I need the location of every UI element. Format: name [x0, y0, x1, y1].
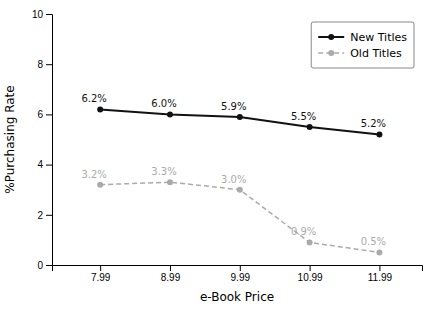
x-axis-line: [53, 266, 423, 272]
x-tick: 8.99: [161, 265, 181, 283]
y-axis: 0 2 4 6 8 10: [32, 9, 53, 271]
x-axis-title: e-Book Price: [200, 290, 274, 304]
y-tick-mark: [46, 114, 52, 115]
legend-label: Old Titles: [350, 47, 402, 60]
plot: 7.99 8.99 9.99 10.99 11.99 0 2 4 6 8 10 6.2% 6.0% 5.9…: [32, 9, 423, 283]
y-tick-label: 10: [32, 9, 44, 20]
series-line: [100, 109, 379, 134]
y-tick: 4: [37, 159, 52, 170]
y-tick-label: 4: [37, 159, 43, 170]
data-label: 5.2%: [361, 118, 386, 129]
data-labels: 6.2% 6.0% 5.9% 5.5% 5.2% 3.2% 3.3% 3.0% 0.9% 0.5%: [81, 93, 386, 247]
series-point: [237, 187, 243, 193]
y-axis-title: %Purchasing Rate: [3, 85, 17, 193]
y-tick-mark: [46, 14, 52, 15]
x-tick-mark: [240, 265, 241, 271]
x-tick: 10.99: [298, 265, 323, 283]
x-tick: 9.99: [231, 265, 251, 283]
y-tick-mark: [46, 265, 52, 266]
y-axis-line: [46, 15, 53, 266]
series-point: [307, 124, 313, 130]
data-label: 5.5%: [291, 111, 316, 122]
legend-box: [311, 22, 414, 68]
x-tick: 11.99: [368, 265, 393, 283]
legend: New Titles Old Titles: [311, 22, 414, 68]
y-tick-label: 0: [37, 260, 43, 271]
data-label: 6.0%: [151, 98, 176, 109]
series-point: [307, 239, 313, 245]
y-tick-mark: [46, 215, 52, 216]
data-label: 3.0%: [221, 174, 246, 185]
x-tick-label: 8.99: [161, 272, 181, 283]
data-label: 0.9%: [291, 226, 316, 237]
y-tick-label: 6: [37, 109, 43, 120]
series-point: [167, 179, 173, 185]
data-label: 3.3%: [151, 166, 176, 177]
series-point: [97, 106, 103, 112]
y-tick-mark: [46, 165, 52, 166]
chart: 7.99 8.99 9.99 10.99 11.99 0 2 4 6 8 10 6.2% 6.0% 5.9…: [0, 0, 438, 309]
x-axis: 7.99 8.99 9.99 10.99 11.99: [53, 265, 423, 283]
series-point: [167, 111, 173, 117]
data-label: 0.5%: [361, 236, 386, 247]
y-tick-mark: [46, 64, 52, 65]
x-tick-mark: [170, 265, 171, 271]
x-tick-label: 7.99: [91, 272, 111, 283]
legend-marker: [328, 34, 334, 40]
x-tick-label: 11.99: [368, 272, 393, 283]
x-tick-mark: [100, 265, 101, 271]
series-point: [376, 131, 382, 137]
data-label: 3.2%: [81, 169, 106, 180]
x-tick: 7.99: [91, 265, 111, 283]
series-point: [376, 249, 382, 255]
y-tick: 8: [37, 59, 52, 70]
x-tick-label: 10.99: [298, 272, 323, 283]
legend-label: New Titles: [350, 31, 407, 44]
series-point: [97, 182, 103, 188]
series-line: [100, 182, 379, 252]
legend-marker: [328, 50, 334, 56]
y-tick: 6: [37, 109, 52, 120]
x-tick-mark: [379, 265, 380, 271]
y-tick-label: 2: [37, 210, 43, 221]
y-tick: 10: [32, 9, 52, 20]
series-point: [237, 114, 243, 120]
data-label: 6.2%: [81, 93, 106, 104]
x-tick-label: 9.99: [231, 272, 251, 283]
x-tick-mark: [310, 265, 311, 271]
marks: [97, 106, 382, 255]
y-tick: 2: [37, 210, 52, 221]
y-tick-label: 8: [37, 59, 43, 70]
data-label: 5.9%: [221, 101, 246, 112]
y-tick: 0: [37, 260, 52, 271]
